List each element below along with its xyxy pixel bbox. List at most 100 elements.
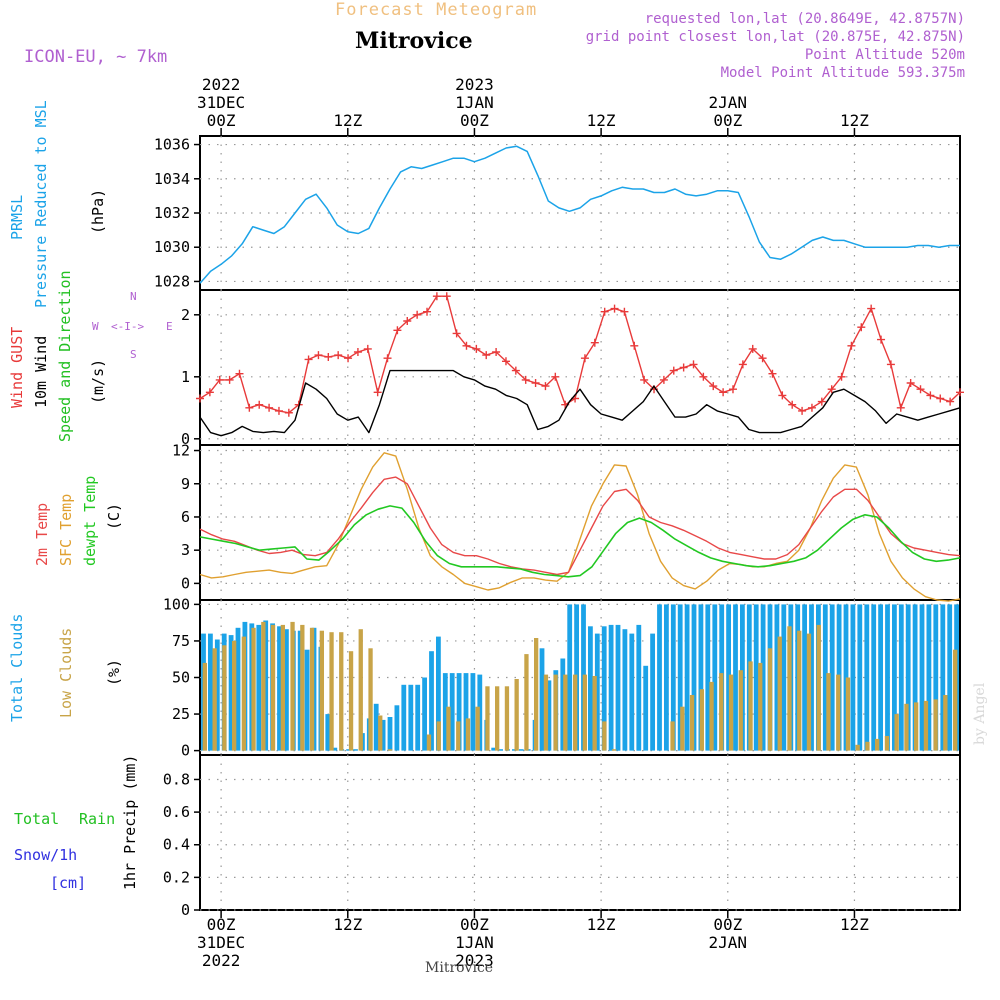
top-xtick-label: 2JAN [709,93,748,112]
clouds-ytick-label: 25 [172,705,190,723]
total-clouds-bar [498,749,503,751]
wind-gust-point [432,292,441,301]
total-clouds-bar [512,749,517,751]
wind-gust-point [511,366,520,375]
compass-north: N [130,290,137,303]
wind-gust-point [788,400,797,409]
wind-gust-point [640,375,649,384]
top-xtick-label: 31DEC [197,93,245,112]
wind-gust-point [837,372,846,381]
low-clouds-bar [923,700,929,751]
total-clouds-bar [228,635,234,751]
low-clouds-bar [836,674,841,751]
total-clouds-bar [691,604,697,751]
total-clouds-bar [850,604,856,751]
total-clouds-bar [905,604,911,751]
wind-gust-point [373,388,382,397]
temp-ytick-label: 6 [181,508,190,526]
total-clouds-bar [615,624,621,751]
wind-gust-point [689,360,698,369]
clouds-ytick-label: 50 [172,669,190,687]
wind-gust-point [541,382,550,391]
low-clouds-bar [426,734,432,751]
wind-gust-point [669,366,678,375]
pressure-ytick-label: 1028 [154,272,190,290]
low-clouds-bar [855,744,860,751]
top-xtick-label: 00Z [207,111,236,130]
requested-coords: requested lon,lat (20.8649E, 42.8757N) [645,11,965,27]
dewpt-temp-line [199,505,961,578]
top-xtick-label: 2022 [202,75,241,94]
wind-gust-point [245,403,254,412]
wind-gust-point [314,351,323,360]
pressure-line [199,145,960,284]
wind-gust-point [719,388,728,397]
wind-gust-point [936,394,945,403]
compass-south: S [130,348,137,361]
total-clouds-bar [622,629,628,751]
precip-panel-labels: Total Rain Snow/1h [cm] 1hr Precip (mm) [14,755,139,892]
total-clouds-bar [415,684,421,751]
total-clouds-label: Total Clouds [8,614,26,722]
total-clouds-bar [871,604,877,751]
precip-panel-frame [199,754,961,911]
total-clouds-bar [664,604,669,751]
pressure-unit: (hPa) [89,189,107,234]
total-clouds-bar [670,604,676,751]
total-clouds-bar [898,604,904,751]
low-clouds-bar [914,702,919,751]
temp-panel-frame [199,444,961,601]
low-clouds-bar [495,686,500,751]
wind-gust-point [334,351,343,360]
low-clouds-bar [748,661,753,751]
low-clouds-bar [933,699,938,751]
total-clouds-bar [560,658,566,751]
low-clouds-bar [943,695,948,751]
wind-gust-point [886,360,895,369]
total-clouds-bar [539,648,545,751]
low-clouds-bar [475,706,480,751]
low-clouds-bar [845,677,851,751]
total-clouds-bar [892,604,897,751]
total-clouds-bar [463,673,469,751]
total-clouds-bar [733,604,738,751]
wind-panel-labels: Wind GUST 10m Wind Speed and Direction (… [8,270,173,442]
low-clouds-bar [270,624,276,751]
pressure-ytick-label: 1036 [154,136,190,154]
low-clouds-bar [280,624,285,751]
bottom-xtick-label: 2022 [202,951,241,970]
wind-gust-point [590,338,599,347]
grid-point-coords: grid point closest lon,lat (20.875E, 42.… [586,29,965,45]
clouds-ytick-label: 100 [163,595,190,613]
total-clouds-bar [947,604,953,751]
wind-gust-point [413,310,422,319]
pressure-ytick-label: 1032 [154,204,190,222]
bottom-xtick-label: 00Z [460,915,489,934]
total-clouds-bar [774,604,780,751]
wind-gust-point [857,323,866,332]
prmsl-label: PRMSL [8,195,26,240]
temp-ytick-label: 3 [181,541,190,559]
wind-gust-point [758,354,767,363]
total-clouds-bar [588,626,593,751]
point-altitude: Point Altitude 520m [805,47,965,63]
low-clouds-bar [875,738,880,751]
low-clouds-bar [378,715,383,751]
total-clouds-bar [401,684,407,751]
wind-gust-point [768,369,777,378]
low-clouds-bar [222,645,227,751]
low-clouds-bar [290,621,295,751]
2m-temp-line [199,476,961,576]
low-clouds-bar [368,648,373,751]
low-clouds-bar [602,721,607,751]
bottom-xtick-label: 2023 [455,951,494,970]
wind-gust-point [324,352,333,361]
watermark: by Angel [972,682,988,745]
low-clouds-bar [232,640,237,751]
wind-gust-point [600,307,609,316]
low-clouds-bar [709,681,714,751]
precip-total-label: Total [14,810,59,828]
wind-10m-line [199,369,961,437]
product-title: Forecast Meteogram [335,0,537,20]
top-xtick-label: 12Z [587,111,616,130]
